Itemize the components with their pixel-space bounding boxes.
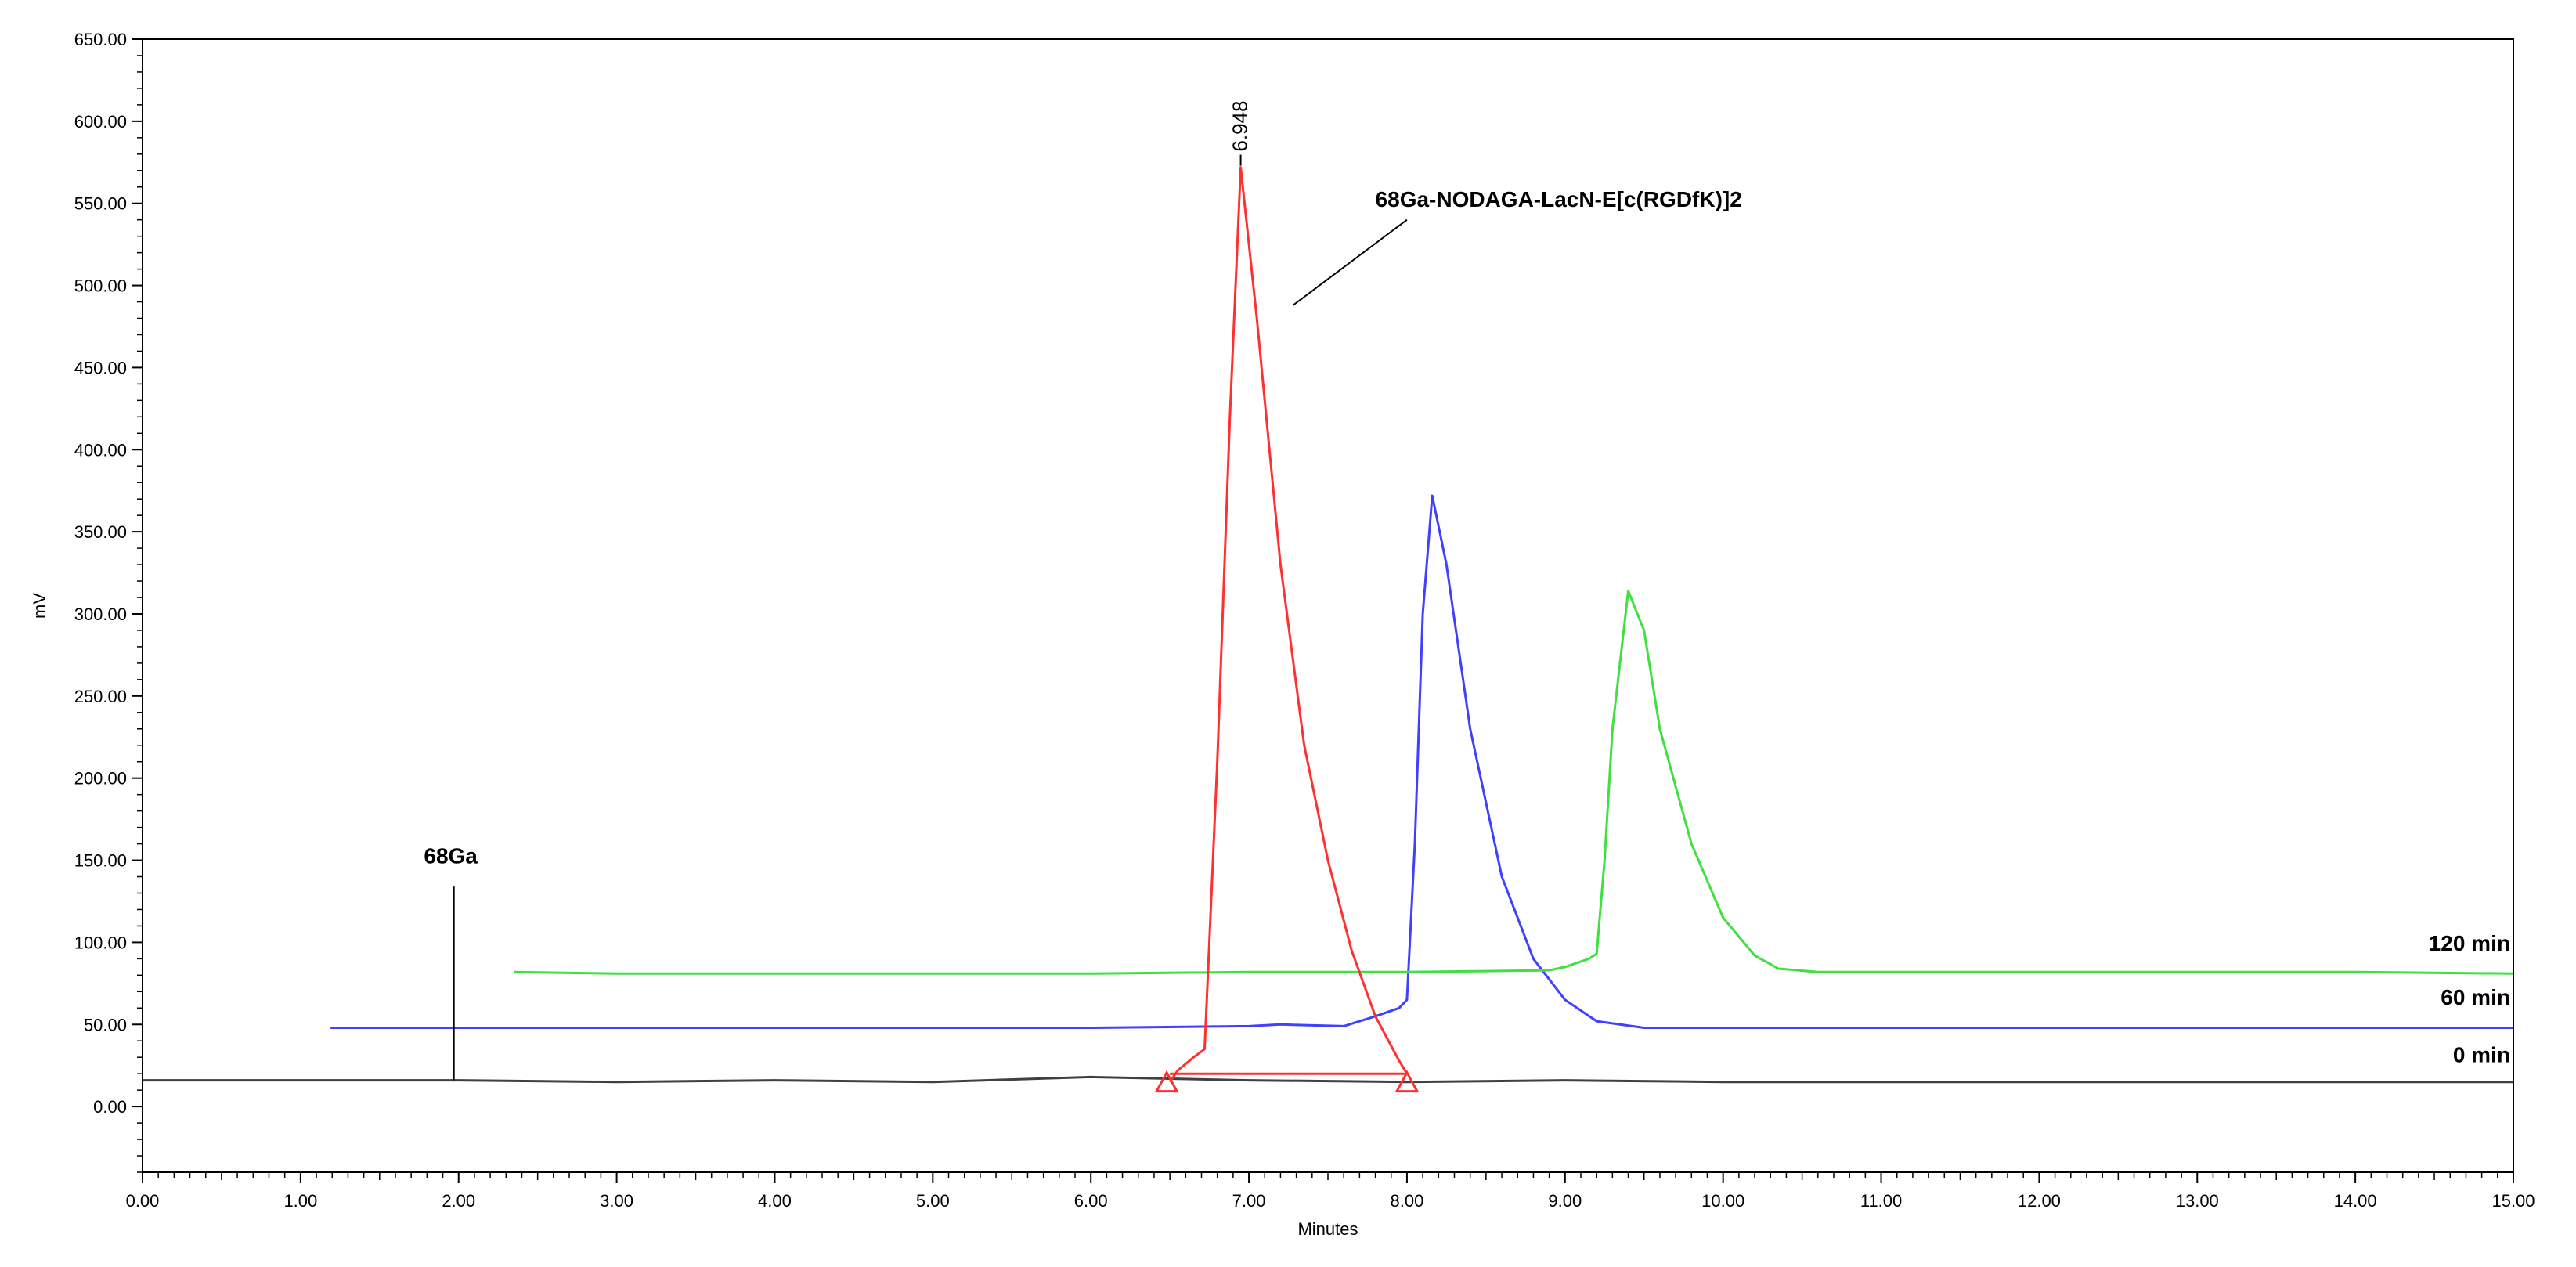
y-tick-label: 50.00 xyxy=(84,1015,127,1034)
y-tick-label: 600.00 xyxy=(74,112,127,132)
baseline-marker xyxy=(1154,1070,1179,1093)
x-tick-label: 12.00 xyxy=(2018,1191,2061,1211)
plot-area xyxy=(142,38,2514,1173)
y-tick-label: 450.00 xyxy=(74,358,127,377)
y-tick-label: 100.00 xyxy=(74,933,127,952)
series-line-120-min xyxy=(514,590,2514,975)
y-tick-label: 200.00 xyxy=(74,769,127,789)
axis-tick-labels: 0.00 1.00 2.00 3.00 4.00 5.00 6.00 7.00 8.00 9.00… xyxy=(74,30,2535,1211)
x-axis-label: Minutes xyxy=(1297,1219,1358,1239)
x-tick-label: 14.00 xyxy=(2334,1191,2377,1211)
x-tick-label: 2.00 xyxy=(442,1191,475,1211)
y-tick-label: 650.00 xyxy=(74,30,127,49)
y-tick-label: 500.00 xyxy=(74,276,127,296)
annotation-layer: 6.948 68Ga-NODAGA-LacN-E[c(RGDfK)]2 68Ga 12… xyxy=(424,100,2510,1093)
series-line-60-min xyxy=(330,494,2513,1029)
series-line-0-min xyxy=(143,1075,2513,1084)
peak-annotation: 68Ga-NODAGA-LacN-E[c(RGDfK)]2 xyxy=(1376,187,1742,211)
x-tick-label: 11.00 xyxy=(1860,1191,1902,1211)
trace-label: 120 min xyxy=(2429,931,2510,955)
y-axis-label: mV xyxy=(30,593,49,619)
x-tick-label: 3.00 xyxy=(600,1191,633,1211)
peak-annotation: 68Ga xyxy=(424,844,478,868)
x-tick-label: 10.00 xyxy=(1701,1191,1744,1211)
axis-ticks xyxy=(132,38,2514,1183)
x-tick-label: 13.00 xyxy=(2176,1191,2219,1211)
x-tick-label: 7.00 xyxy=(1232,1191,1266,1211)
x-tick-label: 0.00 xyxy=(126,1191,160,1211)
y-tick-label: 550.00 xyxy=(74,194,127,214)
series-line-peak-3 xyxy=(1168,166,1409,1083)
y-tick-label: 0.00 xyxy=(93,1097,127,1117)
series-layer xyxy=(143,166,2514,1084)
x-tick-label: 8.00 xyxy=(1391,1191,1424,1211)
baseline-marker xyxy=(1394,1070,1420,1093)
y-tick-label: 300.00 xyxy=(74,605,127,624)
x-tick-label: 6.00 xyxy=(1074,1191,1108,1211)
trace-label: 0 min xyxy=(2453,1042,2510,1067)
x-tick-label: 5.00 xyxy=(916,1191,950,1211)
y-tick-label: 150.00 xyxy=(74,851,127,871)
x-tick-label: 9.00 xyxy=(1548,1191,1582,1211)
y-tick-label: 400.00 xyxy=(74,440,127,460)
x-tick-label: 1.00 xyxy=(283,1191,317,1211)
annotation-pointer xyxy=(1292,218,1408,306)
y-tick-label: 350.00 xyxy=(74,522,127,542)
peak-retention-label: 6.948 xyxy=(1228,100,1252,151)
trace-label: 60 min xyxy=(2441,985,2510,1009)
x-tick-label: 4.00 xyxy=(758,1191,792,1211)
x-tick-label: 15.00 xyxy=(2491,1191,2535,1211)
y-tick-label: 250.00 xyxy=(74,687,127,706)
